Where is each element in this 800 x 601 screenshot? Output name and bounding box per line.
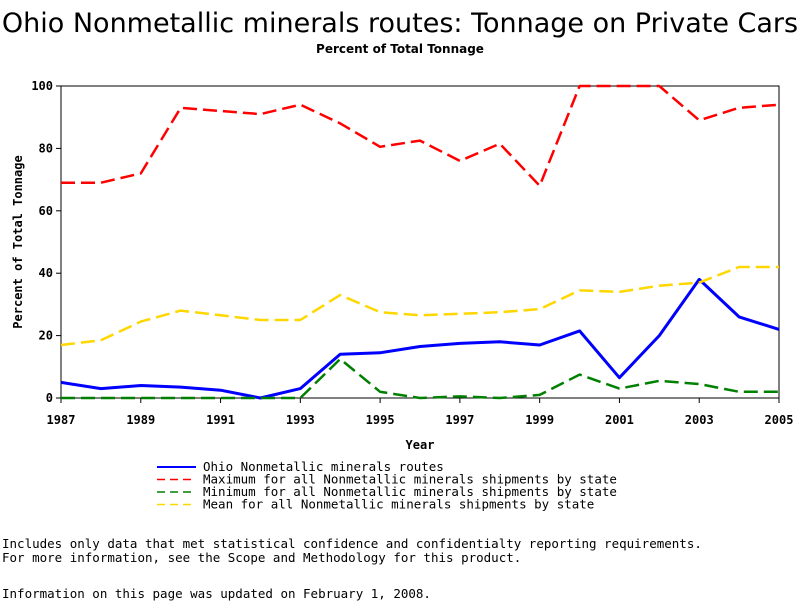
footnote-methodology: For more information, see the Scope and …: [2, 550, 522, 565]
y-tick-label: 80: [39, 141, 53, 155]
y-axis-label: Percent of Total Tonnage: [11, 155, 25, 328]
chart-title: Ohio Nonmetallic minerals routes: Tonnag…: [2, 8, 798, 39]
footnote-confidence: Includes only data that met statistical …: [2, 536, 702, 551]
y-tick-label: 60: [39, 204, 53, 218]
series-line-3: [61, 357, 779, 400]
x-tick-label: 1987: [47, 413, 76, 427]
series-line-4: [60, 265, 779, 347]
x-tick-label: 1989: [126, 413, 155, 427]
chart-subtitle: Percent of Total Tonnage: [316, 42, 484, 56]
series-line-2: [61, 84, 780, 188]
plot-area: 0 20 40 60 80 100 1987 1989 1991 1993 1995 1997 1999…: [31, 79, 793, 427]
legend-label-2: Maximum for all Nonmetallic minerals shi…: [203, 472, 617, 487]
y-tick-label: 40: [39, 266, 53, 280]
y-tick-label: 100: [31, 79, 53, 93]
x-axis-label: Year: [406, 438, 435, 452]
x-tick-label: 2005: [765, 413, 794, 427]
legend-label-4: Mean for all Nonmetallic minerals shipme…: [203, 497, 594, 512]
legend-label-1: Ohio Nonmetallic minerals routes: [203, 459, 444, 474]
y-tick-label: 0: [46, 391, 53, 405]
x-tick-label: 2001: [605, 413, 634, 427]
plot-frame: [60, 85, 780, 399]
x-tick-label: 1991: [206, 413, 235, 427]
legend: Ohio Nonmetallic minerals routesMaximum …: [157, 459, 617, 512]
legend-label-3: Minimum for all Nonmetallic minerals shi…: [203, 484, 617, 499]
y-tick-label: 20: [39, 329, 53, 343]
x-tick-label: 2003: [685, 413, 714, 427]
series-line-1: [60, 277, 780, 400]
x-tick-label: 1995: [366, 413, 395, 427]
x-tick-label: 1999: [525, 413, 554, 427]
x-tick-label: 1997: [445, 413, 474, 427]
footnote-updated: Information on this page was updated on …: [2, 586, 431, 601]
x-tick-label: 1993: [286, 413, 315, 427]
